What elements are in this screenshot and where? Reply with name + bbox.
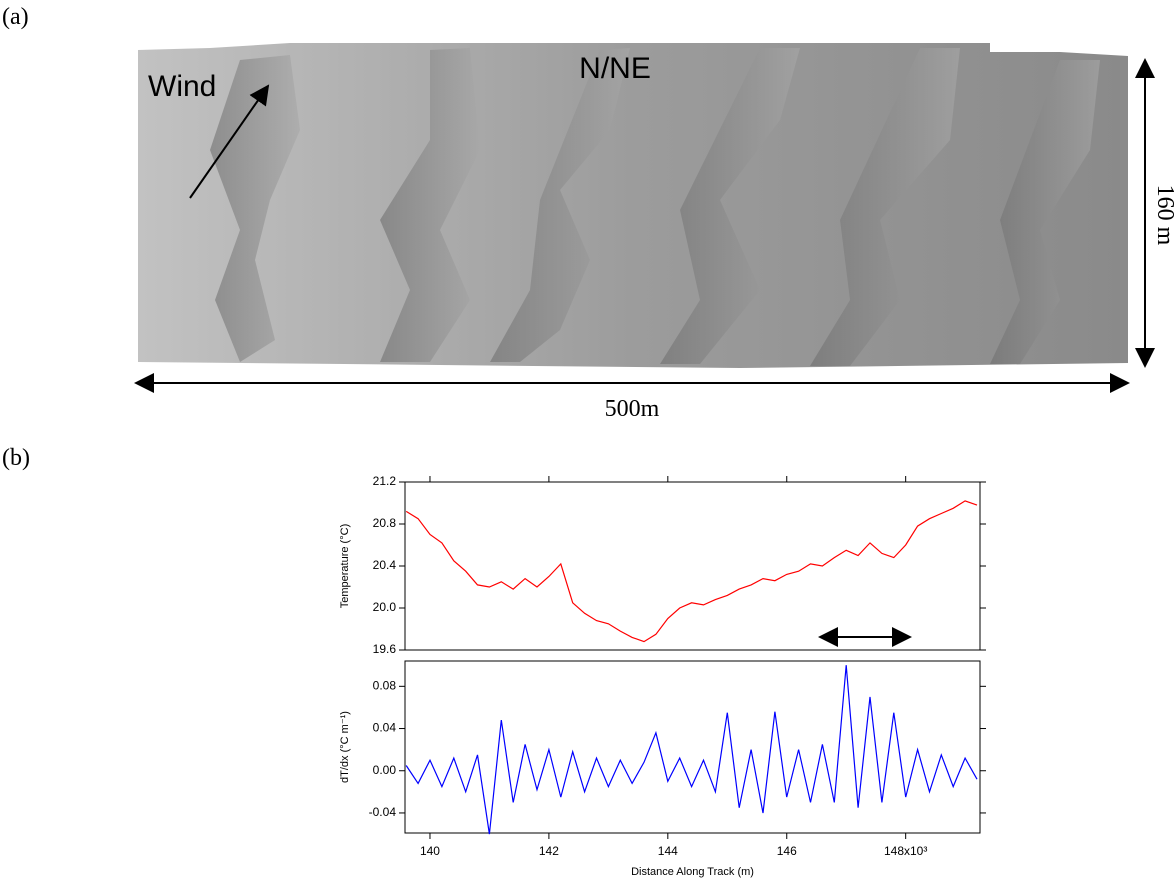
panel-label: (b): [2, 445, 30, 471]
photo-band: [490, 48, 630, 362]
plot-frame: [404, 481, 981, 651]
photo-band: [380, 48, 480, 362]
panel-label: (a): [2, 4, 29, 30]
y-tick-label: 19.6: [373, 642, 397, 656]
y-tick-label: 20.8: [373, 516, 397, 530]
x-axis-label: Distance Along Track (m): [631, 866, 754, 878]
wind-label: Wind: [148, 70, 216, 103]
y-axis-label: dT/dx (°C m⁻¹): [339, 711, 351, 783]
width-label: 500m: [605, 396, 660, 422]
direction-label: N/NE: [579, 52, 651, 85]
height-label: 160 m: [1152, 185, 1176, 246]
y-tick-label: 20.0: [373, 600, 397, 614]
x-tick-label: 142: [539, 844, 559, 858]
photo-band: [810, 48, 960, 366]
photo-band: [210, 55, 300, 362]
y-tick-label: 0.00: [373, 763, 397, 777]
x-tick-label: 144: [658, 844, 678, 858]
y-tick-label: -0.04: [369, 805, 397, 819]
x-tick-label: 140: [420, 844, 440, 858]
y-tick-label: 21.2: [373, 474, 397, 488]
data-line: [405, 500, 978, 643]
x-tick-label: 146: [777, 844, 797, 858]
y-tick-label: 0.04: [373, 721, 397, 735]
wind-arrow: [189, 84, 270, 199]
x-tick-label: 148x10³: [884, 844, 927, 858]
plot-frame: [404, 660, 981, 834]
y-tick-label: 20.4: [373, 558, 397, 572]
aerial-photo: [138, 43, 1128, 368]
photo-band: [990, 60, 1100, 364]
y-tick-label: 0.08: [373, 678, 397, 692]
y-axis-label: Temperature (°C): [339, 524, 351, 608]
data-line: [405, 665, 978, 835]
photo-band: [660, 48, 800, 364]
